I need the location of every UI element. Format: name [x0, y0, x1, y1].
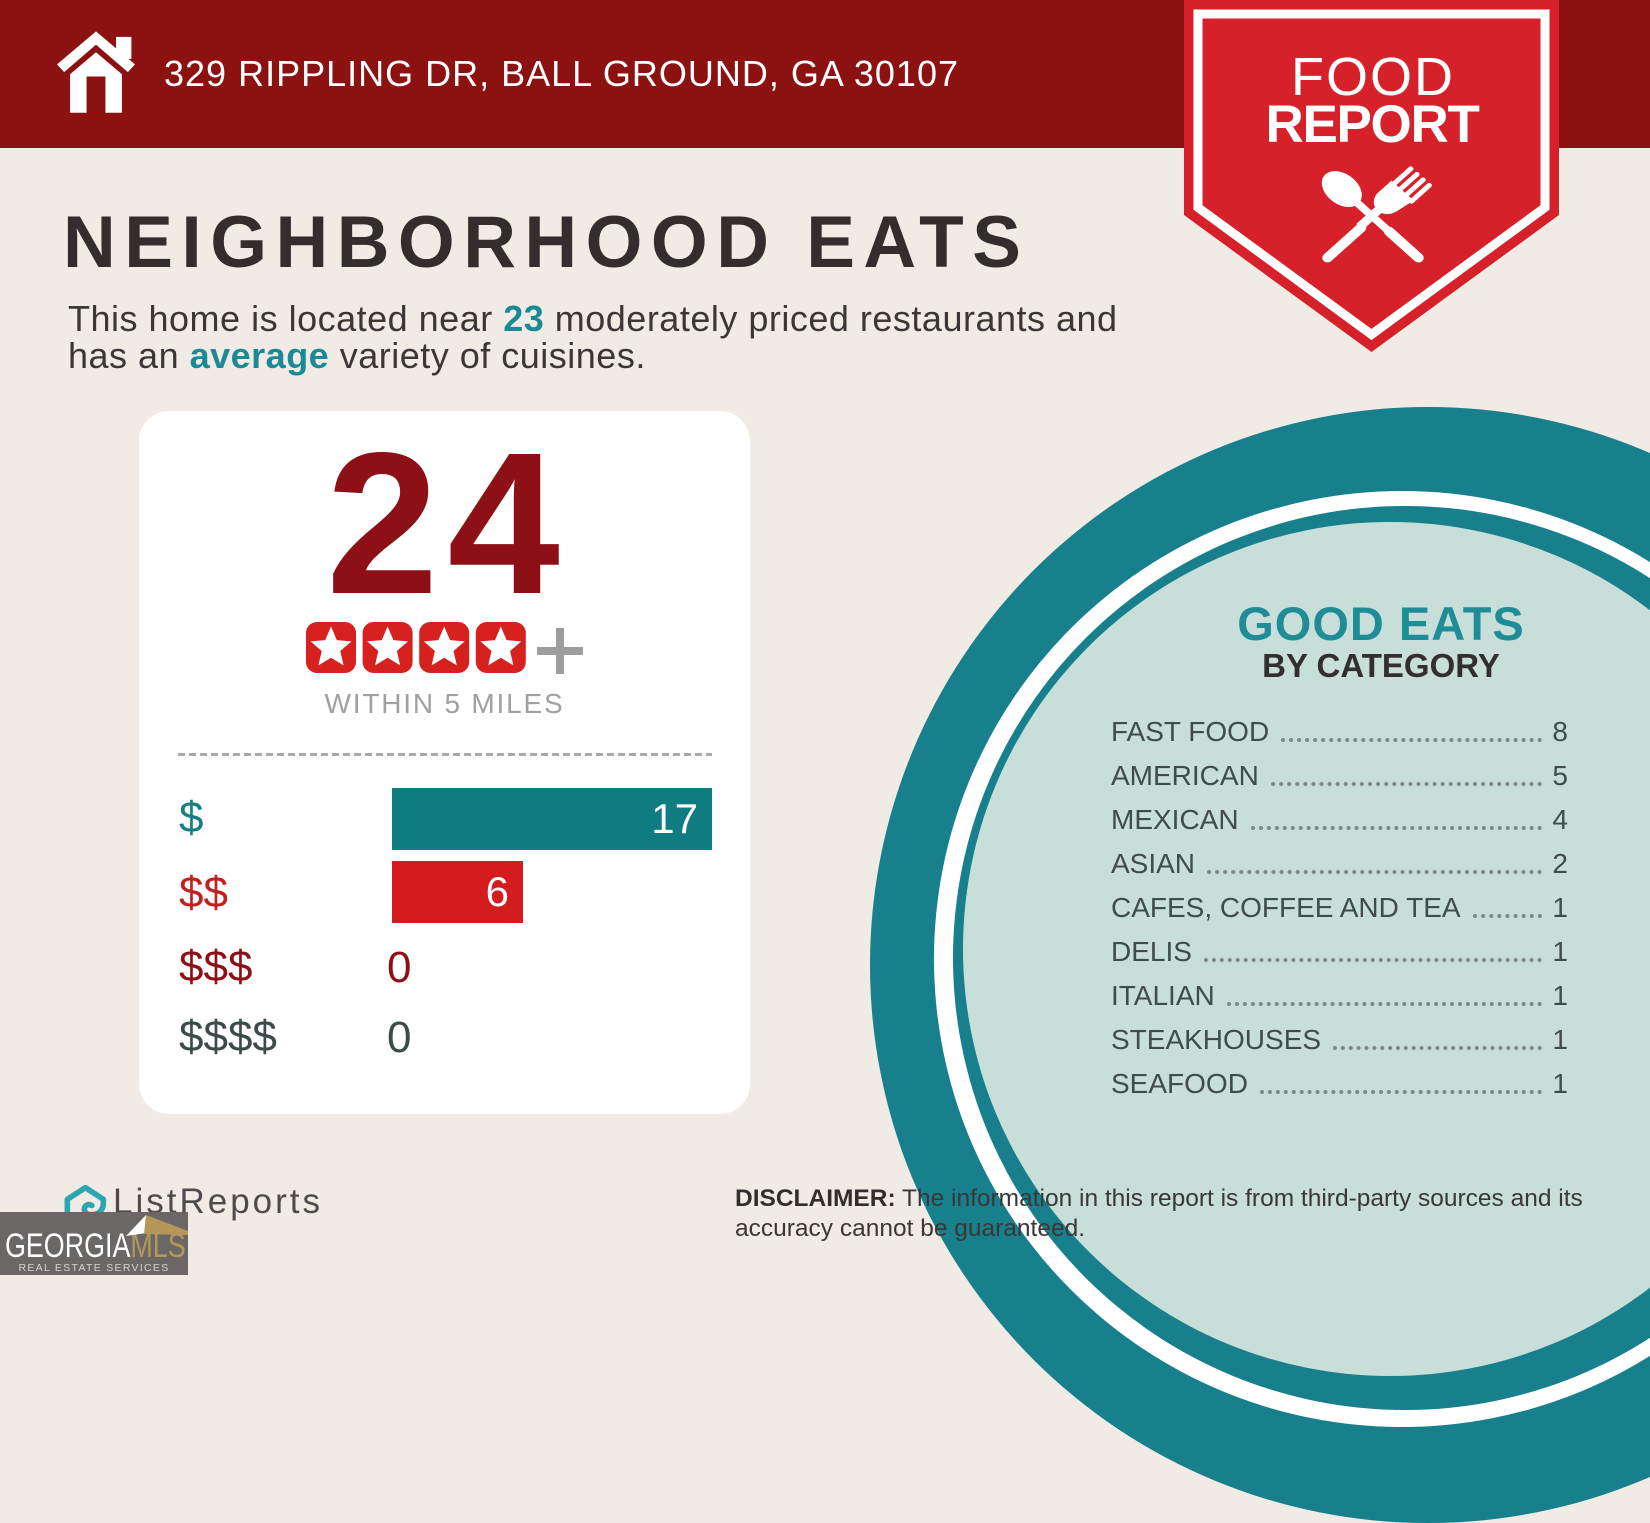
- svg-text:FOOD: FOOD: [1291, 47, 1455, 107]
- svg-text:REPORT: REPORT: [1265, 95, 1479, 154]
